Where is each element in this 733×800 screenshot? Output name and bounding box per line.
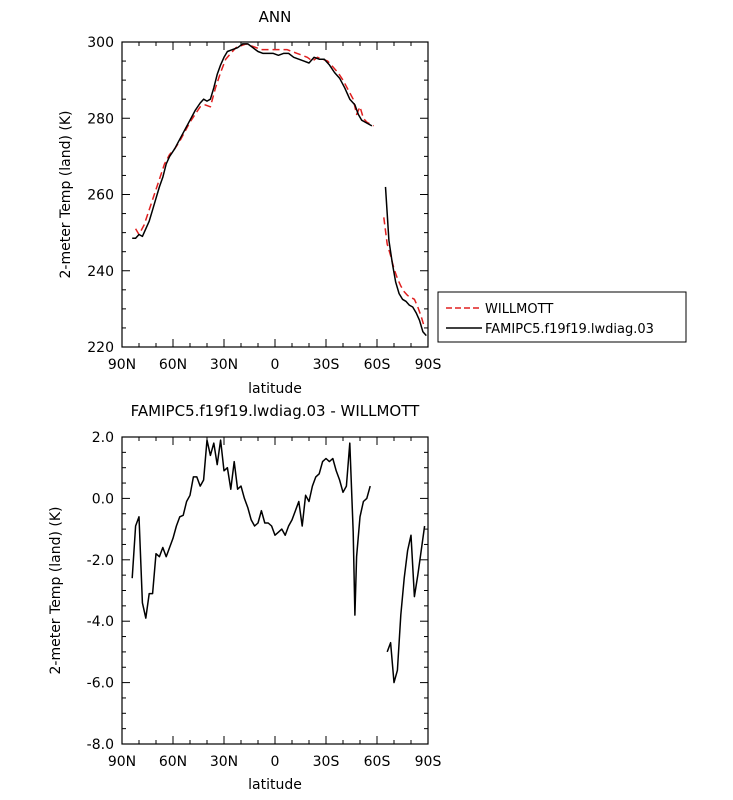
y-tick-label: -2.0: [87, 553, 114, 569]
chart-1: 90N 60N 30N 0 30S 60S 90S 220 240 260 280 300 ANN lat…: [58, 8, 687, 397]
series-line-1-segment-1: [131, 439, 371, 619]
y-tick-label: 260: [87, 188, 114, 204]
x-tick-label: 90N: [108, 357, 136, 373]
x-axis-title: latitude: [248, 381, 302, 397]
x-tick-label: 60N: [159, 357, 187, 373]
chart-2: 90N 60N 30N 0 30S 60S 90S -8.0 -6.0 -4.0 -2.0 0.0 2.…: [48, 402, 441, 793]
series-line-2-segment-1: [132, 43, 373, 240]
chart-title: FAMIPC5.f19f19.lwdiag.03 - WILLMOTT: [131, 402, 420, 420]
series-line-1-segment-2: [386, 525, 426, 684]
y-tick-label: 0.0: [92, 491, 114, 507]
y-tick-label: 2.0: [92, 430, 114, 446]
plot-frame: [121, 41, 429, 348]
series-line-1-segment-1: [134, 43, 374, 236]
series-line-2-segment-2: [384, 186, 427, 337]
y-axis-title: 2-meter Temp (land) (K): [58, 111, 74, 279]
y-tick-label: 220: [87, 340, 114, 356]
x-tick-label: 60N: [159, 754, 187, 770]
legend-label: WILLMOTT: [485, 302, 553, 317]
y-tick-label: 240: [87, 264, 114, 280]
y-tick-label: -6.0: [87, 676, 114, 692]
plot-frame: [121, 436, 429, 745]
series-line-1-segment-2: [383, 217, 426, 329]
x-tick-label: 90N: [108, 754, 136, 770]
chart-title: ANN: [259, 8, 292, 26]
x-tick-label: 30S: [313, 754, 340, 770]
x-tick-label: 30N: [210, 357, 238, 373]
y-tick-label: -4.0: [87, 614, 114, 630]
y-tick-label: 300: [87, 35, 114, 51]
legend-box: [437, 291, 687, 343]
x-tick-label: 90S: [415, 357, 442, 373]
x-axis-title: latitude: [248, 777, 302, 793]
y-tick-label: -8.0: [87, 737, 114, 753]
y-tick-label: 280: [87, 111, 114, 127]
x-tick-label: 90S: [415, 754, 442, 770]
x-tick-label: 0: [271, 754, 280, 770]
x-tick-label: 30N: [210, 754, 238, 770]
x-tick-label: 0: [271, 357, 280, 373]
legend: WILLMOTT FAMIPC5.f19f19.lwdiag.03: [437, 291, 687, 343]
x-tick-label: 30S: [313, 357, 340, 373]
x-tick-label: 60S: [364, 754, 391, 770]
y-axis-title: 2-meter Temp (land) (K): [48, 507, 64, 675]
x-tick-label: 60S: [364, 357, 391, 373]
legend-label: FAMIPC5.f19f19.lwdiag.03: [485, 322, 654, 337]
